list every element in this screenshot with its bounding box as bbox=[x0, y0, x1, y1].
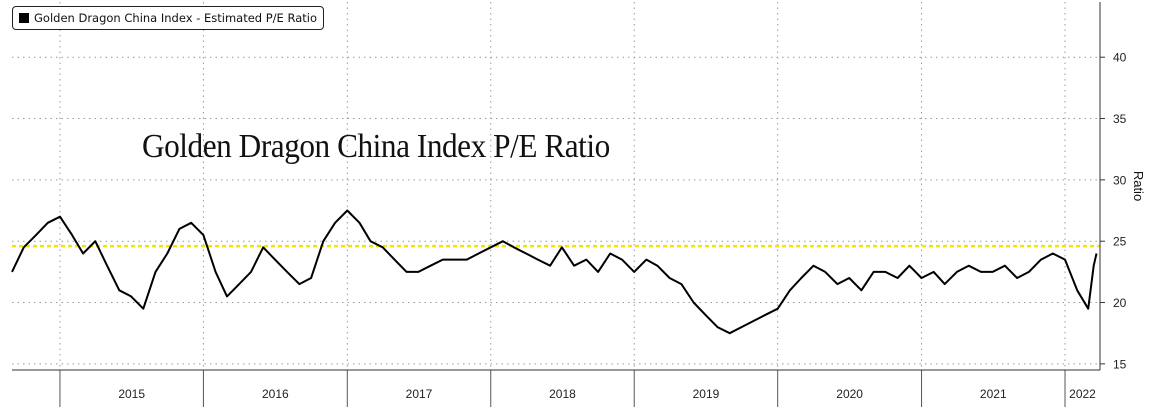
grid bbox=[12, 2, 1100, 370]
chart-legend: Golden Dragon China Index - Estimated P/… bbox=[12, 6, 325, 30]
x-tick-label: 2016 bbox=[262, 387, 289, 401]
x-tick-label: 2018 bbox=[549, 387, 576, 401]
x-tick-label: 2021 bbox=[980, 387, 1007, 401]
y-axis-label: Ratio bbox=[1131, 171, 1146, 201]
x-tick-label: 2022 bbox=[1069, 387, 1096, 401]
axes: 15 20 25 30 35 40 2015 2016 2017 2018 2019 2020 2021… bbox=[12, 2, 1127, 407]
legend-label: Golden Dragon China Index - Estimated P/… bbox=[34, 11, 318, 25]
x-tick-label: 2017 bbox=[406, 387, 433, 401]
series-line-pe-ratio bbox=[11, 209, 1098, 335]
x-tick-label: 2020 bbox=[836, 387, 863, 401]
x-tick-label: 2015 bbox=[118, 387, 145, 401]
y-tick-label: 25 bbox=[1113, 235, 1127, 249]
y-tick-label: 30 bbox=[1113, 173, 1127, 187]
y-tick-label: 40 bbox=[1113, 51, 1127, 65]
y-tick-label: 20 bbox=[1113, 296, 1127, 310]
x-tick-label: 2019 bbox=[693, 387, 720, 401]
series-group bbox=[11, 209, 1098, 335]
legend-swatch bbox=[19, 13, 29, 23]
y-tick-label: 35 bbox=[1113, 112, 1127, 126]
y-tick-label: 15 bbox=[1113, 357, 1127, 371]
chart-annotation: Golden Dragon China Index P/E Ratio bbox=[142, 128, 610, 165]
